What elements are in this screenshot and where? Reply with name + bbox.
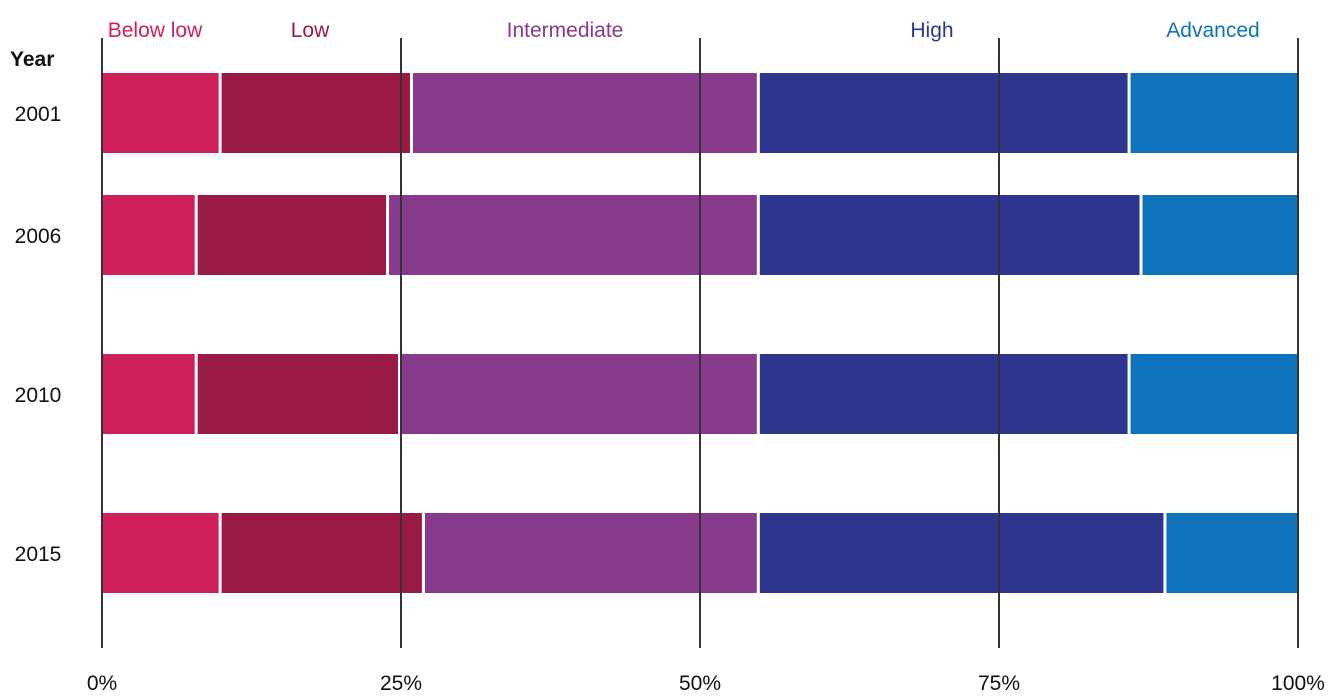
bar-intermediate-2006 — [389, 195, 757, 275]
bar-advanced-2010 — [1130, 354, 1298, 434]
bar-low-2001 — [221, 73, 410, 153]
legend-item-low: Low — [291, 19, 330, 42]
x-tick-label: 75% — [978, 672, 1020, 695]
x-tick-labels: 0% 25% 50% 75% 100% — [87, 672, 1325, 695]
gridlines — [101, 38, 1299, 648]
bar-high-2015 — [759, 513, 1164, 593]
category-label-2001: 2001 — [15, 103, 62, 126]
legend-item-advanced: Advanced — [1166, 19, 1259, 42]
y-axis-title: Year — [10, 48, 54, 71]
category-label-2010: 2010 — [15, 384, 62, 407]
category-label-2015: 2015 — [15, 543, 62, 566]
bar-high-2010 — [759, 354, 1128, 434]
x-tick-label: 50% — [679, 672, 721, 695]
x-tick-label: 0% — [87, 672, 117, 695]
bar-high-2006 — [759, 195, 1140, 275]
legend-item-below-low: Below low — [108, 19, 203, 42]
bar-low-2010 — [197, 354, 398, 434]
bar-advanced-2015 — [1166, 513, 1298, 593]
bar-low-2006 — [197, 195, 387, 275]
bar-below-low-2006 — [102, 195, 195, 275]
category-label-2006: 2006 — [15, 225, 62, 248]
bar-high-2001 — [759, 73, 1128, 153]
bars — [102, 73, 1298, 593]
bar-intermediate-2001 — [412, 73, 757, 153]
bar-below-low-2001 — [102, 73, 219, 153]
bar-intermediate-2010 — [401, 354, 757, 434]
legend-item-high: High — [910, 19, 953, 42]
legend: Below low Low Intermediate High Advanced — [108, 19, 1260, 42]
category-labels: 2001 2006 2010 2015 — [15, 103, 62, 566]
x-tick-label: 100% — [1271, 672, 1325, 695]
bar-low-2015 — [221, 513, 422, 593]
bar-intermediate-2015 — [424, 513, 757, 593]
bar-advanced-2001 — [1130, 73, 1298, 153]
bar-below-low-2010 — [102, 354, 195, 434]
x-tick-label: 25% — [380, 672, 422, 695]
bar-below-low-2015 — [102, 513, 219, 593]
bar-advanced-2006 — [1142, 195, 1298, 275]
legend-item-intermediate: Intermediate — [507, 19, 624, 42]
